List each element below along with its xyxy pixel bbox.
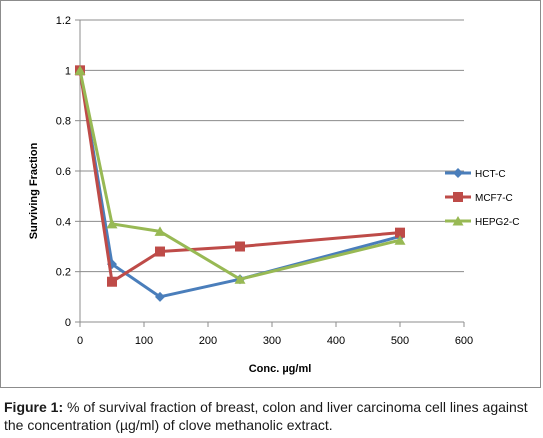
y-tick-label: 0 — [65, 317, 71, 329]
figure-label: Figure 1: — [4, 399, 64, 415]
x-tick-label: 600 — [455, 335, 473, 347]
y-tick-label: 0.6 — [56, 166, 71, 178]
chart: 0 0.2 0.4 0.6 0.8 1 1.2 0 100 200 300 400 500 600 Conc… — [28, 15, 519, 375]
legend-item: HEPG2-C — [445, 216, 519, 228]
figure-caption: Figure 1: % of survival fraction of brea… — [4, 398, 540, 434]
gridlines — [80, 19, 464, 273]
legend-item: HCT-C — [445, 168, 506, 180]
x-tick-label: 400 — [327, 335, 345, 347]
legend-label: HCT-C — [475, 169, 506, 180]
data-point — [155, 291, 165, 302]
data-point — [394, 235, 406, 245]
data-point — [452, 216, 464, 226]
x-tick-label: 200 — [199, 335, 217, 347]
data-point — [155, 246, 165, 257]
y-tick-label: 0.2 — [56, 267, 71, 279]
y-tick-label: 1 — [65, 65, 71, 77]
x-tick-label: 0 — [77, 335, 83, 347]
y-tick-label: 0.4 — [56, 216, 71, 228]
axes: 0 0.2 0.4 0.6 0.8 1 1.2 0 100 200 300 400 500 600 Conc… — [28, 15, 473, 375]
data-point — [234, 274, 246, 284]
series-hct-c — [75, 65, 405, 302]
x-axis-title: Conc. µg/ml — [249, 363, 312, 375]
x-tick-label: 300 — [263, 335, 281, 347]
x-tick-label: 500 — [391, 335, 409, 347]
data-point — [453, 168, 463, 178]
series-hepg2-c — [74, 65, 406, 284]
data-point — [453, 192, 463, 202]
legend-item: MCF7-C — [445, 192, 513, 204]
data-point — [106, 218, 118, 229]
chart-frame — [0, 0, 541, 388]
y-tick-label: 1.2 — [56, 15, 71, 27]
data-point — [74, 65, 86, 75]
legend: HCT-C MCF7-C HEPG2-C — [445, 168, 519, 228]
data-point — [235, 241, 245, 252]
series-line — [78, 70, 401, 299]
x-tick-label: 100 — [135, 335, 153, 347]
data-point — [107, 276, 117, 287]
legend-label: MCF7-C — [475, 193, 513, 204]
figure-caption-text: % of survival fraction of breast, colon … — [4, 399, 528, 433]
y-tick-label: 0.8 — [56, 116, 71, 128]
data-point — [154, 226, 166, 236]
legend-label: HEPG2-C — [475, 217, 519, 228]
y-axis-title: Surviving Fraction — [28, 142, 40, 239]
data-point — [395, 227, 405, 238]
series-layer — [74, 65, 406, 302]
series-mcf7-c — [75, 65, 405, 287]
